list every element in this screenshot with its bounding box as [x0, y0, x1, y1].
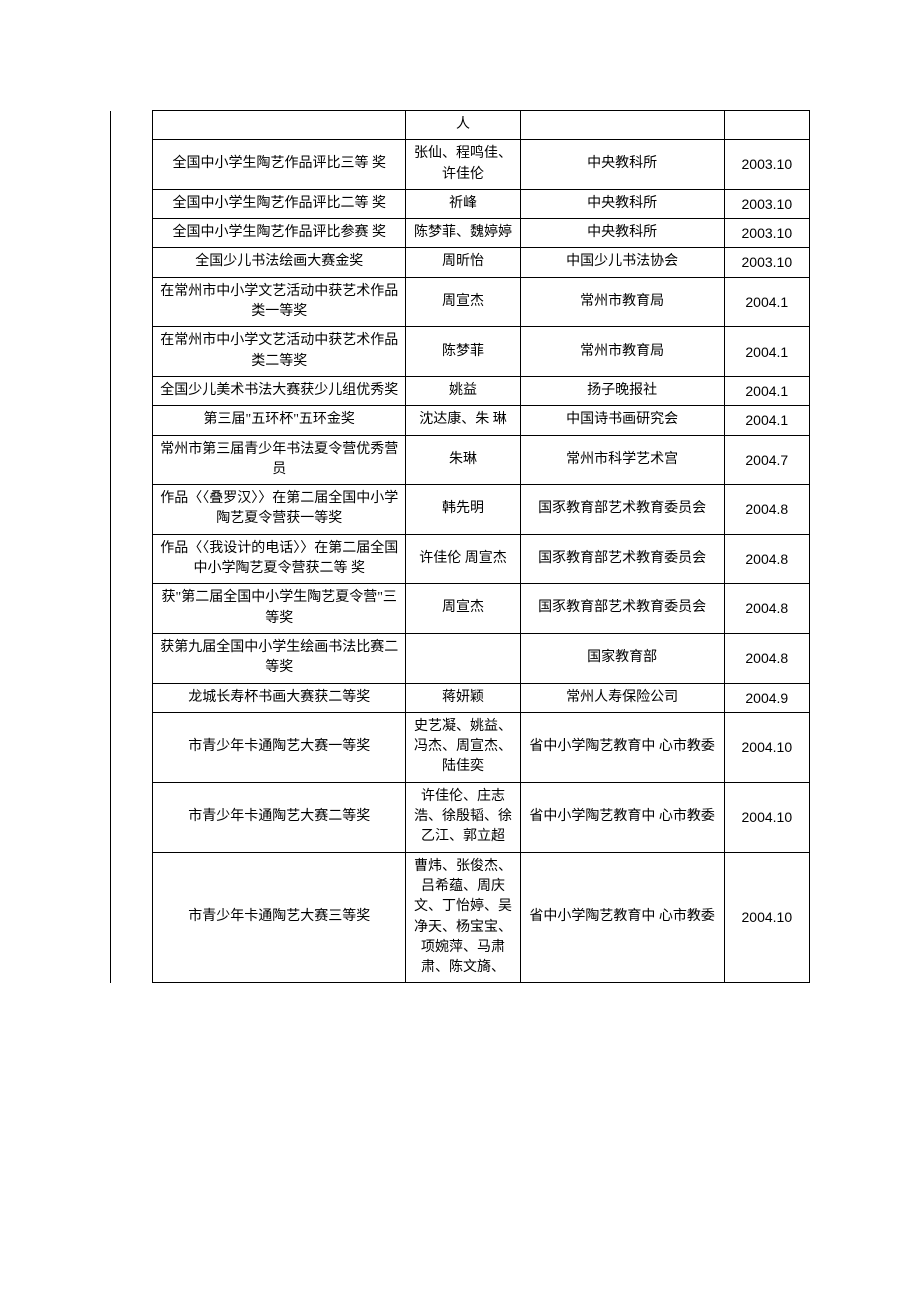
date-cell: 2004.1 [724, 376, 809, 405]
org-cell: 常州市教育局 [520, 277, 724, 327]
name-cell: 史艺凝、姚益、冯杰、周宣杰、陆佳奕 [406, 712, 520, 782]
date-cell: 2003.10 [724, 219, 809, 248]
table-row: 龙城长寿杯书画大赛获二等奖 蒋妍颖 常州人寿保险公司 2004.9 [111, 683, 810, 712]
table-row: 市青少年卡通陶艺大赛二等奖 许佳伦、庄志浩、徐殷韬、徐乙江、郭立超 省中小学陶艺… [111, 782, 810, 852]
table-row: 获第九届全国中小学生绘画书法比赛二等奖 国家教育部 2004.8 [111, 633, 810, 683]
award-cell: 龙城长寿杯书画大赛获二等奖 [153, 683, 406, 712]
name-cell: 许佳伦 周宣杰 [406, 534, 520, 584]
award-cell: 在常州市中小学文艺活动中获艺术作品类一等奖 [153, 277, 406, 327]
date-cell: 2004.7 [724, 435, 809, 485]
date-cell [724, 111, 809, 140]
date-cell: 2004.1 [724, 327, 809, 377]
org-cell: 常州市科学艺术宫 [520, 435, 724, 485]
name-cell: 朱琳 [406, 435, 520, 485]
org-cell: 常州市教育局 [520, 327, 724, 377]
award-cell: 市青少年卡通陶艺大赛一等奖 [153, 712, 406, 782]
name-cell: 人 [406, 111, 520, 140]
table-row: 人 [111, 111, 810, 140]
name-cell: 祈峰 [406, 189, 520, 218]
table-row: 作品〈〈我设计的电话〉〉在第二届全国中小学陶艺夏令营获二等 奖 许佳伦 周宣杰 … [111, 534, 810, 584]
org-cell: 中国诗书画研究会 [520, 406, 724, 435]
org-cell: 省中小学陶艺教育中 心市教委 [520, 782, 724, 852]
table-row: 获"第二届全国中小学生陶艺夏令营"三等奖 周宣杰 国豕教育部艺术教育委员会 20… [111, 584, 810, 634]
award-cell: 在常州市中小学文艺活动中获艺术作品类二等奖 [153, 327, 406, 377]
table-row: 全国中小学生陶艺作品评比二等 奖 祈峰 中央教科所 2003.10 [111, 189, 810, 218]
table-row: 全国中小学生陶艺作品评比参赛 奖 陈梦菲、魏婷婷 中央教科所 2003.10 [111, 219, 810, 248]
award-cell: 市青少年卡通陶艺大赛三等奖 [153, 852, 406, 983]
name-cell: 许佳伦、庄志浩、徐殷韬、徐乙江、郭立超 [406, 782, 520, 852]
name-cell: 韩先明 [406, 485, 520, 535]
award-cell: 全国少儿美术书法大赛获少儿组优秀奖 [153, 376, 406, 405]
award-cell: 全国中小学生陶艺作品评比二等 奖 [153, 189, 406, 218]
date-cell: 2004.10 [724, 852, 809, 983]
org-cell: 常州人寿保险公司 [520, 683, 724, 712]
name-cell: 周宣杰 [406, 584, 520, 634]
table-row: 在常州市中小学文艺活动中获艺术作品类二等奖 陈梦菲 常州市教育局 2004.1 [111, 327, 810, 377]
date-cell: 2004.1 [724, 406, 809, 435]
table-row: 市青少年卡通陶艺大赛三等奖 曹炜、张俊杰、吕希蕴、周庆文、丁怡婷、吴净天、杨宝宝… [111, 852, 810, 983]
org-cell: 国豕教育部艺术教育委员会 [520, 485, 724, 535]
name-cell: 蒋妍颖 [406, 683, 520, 712]
table-row: 全国少儿书法绘画大赛金奖 周昕怡 中国少儿书法协会 2003.10 [111, 248, 810, 277]
date-cell: 2003.10 [724, 248, 809, 277]
name-cell: 周宣杰 [406, 277, 520, 327]
award-cell: 作品〈〈我设计的电话〉〉在第二届全国中小学陶艺夏令营获二等 奖 [153, 534, 406, 584]
org-cell: 中央教科所 [520, 219, 724, 248]
awards-table: 人 全国中小学生陶艺作品评比三等 奖 张仙、程鸣佳、许佳伦 中央教科所 2003… [110, 110, 810, 983]
award-cell [153, 111, 406, 140]
org-cell: 扬子晚报社 [520, 376, 724, 405]
date-cell: 2004.10 [724, 712, 809, 782]
date-cell: 2004.10 [724, 782, 809, 852]
name-cell: 陈梦菲、魏婷婷 [406, 219, 520, 248]
org-cell: 中央教科所 [520, 189, 724, 218]
award-cell: 全国中小学生陶艺作品评比参赛 奖 [153, 219, 406, 248]
award-cell: 获第九届全国中小学生绘画书法比赛二等奖 [153, 633, 406, 683]
org-cell: 中央教科所 [520, 140, 724, 190]
award-cell: 作品〈〈叠罗汉〉〉在第二届全国中小学陶艺夏令营获一等奖 [153, 485, 406, 535]
name-cell [406, 633, 520, 683]
award-cell: 获"第二届全国中小学生陶艺夏令营"三等奖 [153, 584, 406, 634]
date-cell: 2003.10 [724, 189, 809, 218]
org-cell: 国家教育部 [520, 633, 724, 683]
left-spacer [111, 111, 153, 983]
date-cell: 2004.8 [724, 633, 809, 683]
date-cell: 2003.10 [724, 140, 809, 190]
table-row: 全国中小学生陶艺作品评比三等 奖 张仙、程鸣佳、许佳伦 中央教科所 2003.1… [111, 140, 810, 190]
date-cell: 2004.8 [724, 584, 809, 634]
award-cell: 第三届"五环杯"五环金奖 [153, 406, 406, 435]
name-cell: 周昕怡 [406, 248, 520, 277]
date-cell: 2004.1 [724, 277, 809, 327]
org-cell: 省中小学陶艺教育中 心市教委 [520, 852, 724, 983]
date-cell: 2004.9 [724, 683, 809, 712]
table-row: 第三届"五环杯"五环金奖 沈达康、朱 琳 中国诗书画研究会 2004.1 [111, 406, 810, 435]
name-cell: 陈梦菲 [406, 327, 520, 377]
org-cell [520, 111, 724, 140]
table-row: 常州市第三届青少年书法夏令营优秀营员 朱琳 常州市科学艺术宫 2004.7 [111, 435, 810, 485]
table-row: 市青少年卡通陶艺大赛一等奖 史艺凝、姚益、冯杰、周宣杰、陆佳奕 省中小学陶艺教育… [111, 712, 810, 782]
org-cell: 省中小学陶艺教育中 心市教委 [520, 712, 724, 782]
award-cell: 全国中小学生陶艺作品评比三等 奖 [153, 140, 406, 190]
date-cell: 2004.8 [724, 534, 809, 584]
table-body: 人 全国中小学生陶艺作品评比三等 奖 张仙、程鸣佳、许佳伦 中央教科所 2003… [111, 111, 810, 983]
name-cell: 曹炜、张俊杰、吕希蕴、周庆文、丁怡婷、吴净天、杨宝宝、项婉萍、马肃肃、陈文旖、 [406, 852, 520, 983]
award-cell: 全国少儿书法绘画大赛金奖 [153, 248, 406, 277]
org-cell: 中国少儿书法协会 [520, 248, 724, 277]
date-cell: 2004.8 [724, 485, 809, 535]
table-row: 作品〈〈叠罗汉〉〉在第二届全国中小学陶艺夏令营获一等奖 韩先明 国豕教育部艺术教… [111, 485, 810, 535]
name-cell: 姚益 [406, 376, 520, 405]
name-cell: 张仙、程鸣佳、许佳伦 [406, 140, 520, 190]
award-cell: 常州市第三届青少年书法夏令营优秀营员 [153, 435, 406, 485]
table-row: 全国少儿美术书法大赛获少儿组优秀奖 姚益 扬子晚报社 2004.1 [111, 376, 810, 405]
org-cell: 国豕教育部艺术教育委员会 [520, 534, 724, 584]
table-row: 在常州市中小学文艺活动中获艺术作品类一等奖 周宣杰 常州市教育局 2004.1 [111, 277, 810, 327]
name-cell: 沈达康、朱 琳 [406, 406, 520, 435]
award-cell: 市青少年卡通陶艺大赛二等奖 [153, 782, 406, 852]
org-cell: 国豕教育部艺术教育委员会 [520, 584, 724, 634]
